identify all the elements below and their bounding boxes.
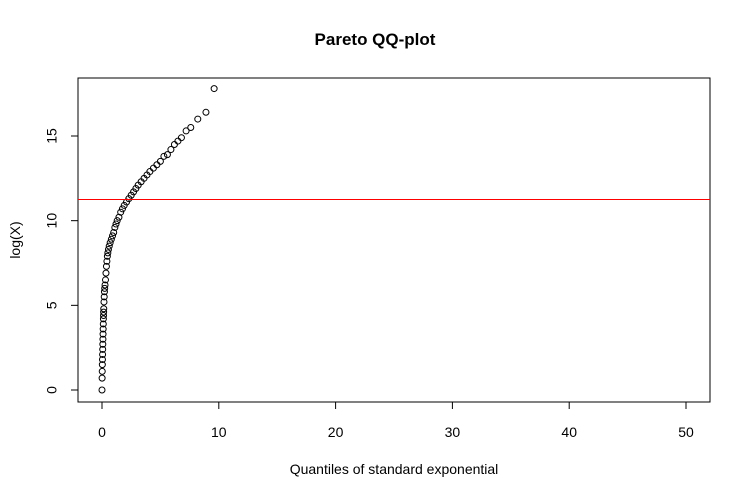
data-point: [99, 350, 107, 358]
data-point: [103, 257, 111, 265]
data-point: [99, 320, 107, 328]
data-point: [105, 242, 113, 250]
data-point: [98, 356, 106, 364]
y-axis: 0 5 10 15: [44, 128, 79, 394]
x-tick-label: 10: [211, 424, 227, 440]
x-tick-label: 20: [328, 424, 344, 440]
data-point: [170, 140, 178, 148]
chart-title: Pareto QQ-plot: [314, 30, 436, 49]
data-point: [117, 208, 125, 216]
data-point: [101, 281, 109, 289]
data-point: [194, 115, 202, 123]
data-point: [202, 108, 210, 116]
data-point: [113, 217, 121, 225]
data-point: [99, 340, 107, 348]
y-axis-label: log(X): [7, 221, 23, 259]
data-point: [174, 137, 182, 145]
y-tick-label: 15: [44, 128, 60, 144]
data-point: [160, 152, 168, 160]
x-tick-label: 0: [98, 424, 106, 440]
data-point: [102, 269, 110, 277]
data-point: [106, 239, 114, 247]
data-point: [110, 229, 118, 237]
y-tick-label: 0: [44, 386, 60, 394]
data-point: [149, 164, 157, 172]
data-point: [104, 249, 112, 257]
x-tick-label: 40: [561, 424, 577, 440]
data-point: [104, 245, 112, 253]
x-tick-label: 50: [678, 424, 694, 440]
data-point: [118, 205, 126, 213]
x-tick-label: 30: [445, 424, 461, 440]
data-point: [156, 157, 164, 165]
data-point: [102, 262, 110, 270]
data-point: [99, 315, 107, 323]
x-axis-label: Quantiles of standard exponential: [289, 461, 499, 477]
data-point: [111, 223, 119, 231]
data-point: [103, 252, 111, 260]
data-point: [99, 335, 107, 343]
data-point: [153, 161, 161, 169]
data-point: [99, 325, 107, 333]
data-point: [99, 345, 107, 353]
y-tick-label: 5: [44, 301, 60, 309]
data-point: [167, 146, 175, 154]
data-points: [98, 85, 218, 394]
data-point: [187, 124, 195, 132]
data-point: [100, 293, 108, 301]
data-point: [102, 276, 110, 284]
data-point: [177, 134, 185, 142]
data-point: [210, 85, 218, 93]
data-point: [163, 151, 171, 159]
data-point: [100, 311, 108, 319]
data-point: [100, 305, 108, 313]
data-point: [182, 127, 190, 135]
y-tick-label: 10: [44, 213, 60, 229]
data-point: [100, 288, 108, 296]
data-point: [99, 330, 107, 338]
data-point: [98, 361, 106, 369]
x-axis: 0 10 20 30 40 50: [98, 401, 694, 440]
data-point: [112, 220, 120, 228]
plot-frame: [77, 77, 711, 403]
data-point: [107, 235, 115, 243]
data-point: [98, 374, 106, 382]
data-point: [109, 232, 117, 240]
data-point: [98, 367, 106, 375]
data-point: [101, 284, 109, 292]
data-point: [100, 308, 108, 316]
data-point: [98, 386, 106, 394]
data-point: [100, 298, 108, 306]
